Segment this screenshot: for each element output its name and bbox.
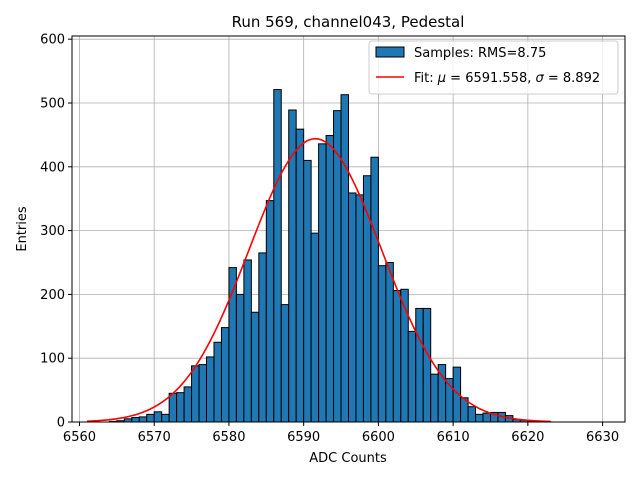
legend-sigma-symbol: σ [536,71,545,86]
x-tick-label: 6600 [362,430,395,445]
histogram-bar [213,341,222,423]
plot-frame [71,35,626,423]
legend-fit-prefix: Fit: [414,71,438,86]
histogram-bar [220,327,230,423]
x-tick-label: 6630 [586,430,619,445]
histogram-bar [176,392,185,423]
histogram-bar [153,411,163,423]
histogram-bar [415,307,424,423]
histogram-bar [325,135,335,423]
histogram-bar [198,364,208,423]
histogram-bar [273,89,282,423]
legend-fit-label: Fit: μ = 6591.558, σ = 8.892 [414,71,600,86]
histogram-bar [407,330,417,423]
legend-mu-symbol: μ [437,71,446,86]
histogram-bar [475,413,484,423]
histogram-bar [243,259,252,423]
histogram-bar [422,307,432,423]
y-tick-label: 600 [40,33,65,48]
histogram-bar [258,252,267,423]
x-tick-label: 6620 [511,430,544,445]
x-tick-label: 6560 [63,430,96,445]
histogram-bar [482,412,491,423]
histogram-bar [467,406,477,423]
legend-mu-value: = 6591.558, [446,71,535,86]
y-tick-label: 100 [40,352,65,367]
y-tick-label: 500 [40,96,65,111]
x-tick-label: 6610 [437,430,470,445]
x-axis-ticks: 6560 6570 6580 6590 6600 6610 6620 6630 [63,422,619,445]
gaussian-fit-curve [86,137,551,423]
histogram-bar [265,200,275,423]
histogram-bar [392,290,402,423]
histogram-bar [168,392,178,423]
y-tick-label: 200 [40,288,65,303]
x-tick-label: 6580 [212,430,245,445]
y-axis-ticks: 0 100 200 300 400 500 600 [40,33,72,431]
x-axis-title: ADC Counts [309,451,387,466]
legend-box [368,40,619,95]
histogram-bar [288,109,297,423]
histogram-bar [430,373,439,423]
legend: Samples: RMS=8.75 Fit: μ = 6591.558, σ =… [368,40,619,95]
histogram-bar [161,413,170,423]
legend-sigma-value: = 8.892 [544,71,600,86]
histogram-bar [303,159,312,423]
histogram-bar [183,386,193,423]
y-axis-title: Entries [15,206,30,252]
x-tick-label: 6570 [138,430,171,445]
histogram-bar [385,261,394,423]
histogram-bar [191,365,200,423]
histogram-bar [250,311,260,423]
histogram-bar [340,94,350,423]
histogram-bar [235,293,245,423]
histogram-bar [310,232,320,423]
y-tick-label: 400 [40,160,65,175]
histogram-bar [138,416,148,423]
histogram-bar [206,356,215,423]
histogram-bar [377,265,387,423]
histogram-bar [280,304,290,423]
y-tick-label: 0 [57,416,65,431]
x-tick-label: 6590 [287,430,320,445]
histogram-bar [318,143,327,423]
chart-title: Run 569, channel043, Pedestal [232,13,465,31]
histogram-bar [400,288,409,423]
histogram-bar [131,417,140,423]
legend-bar-swatch [375,46,405,58]
legend-samples-label: Samples: RMS=8.75 [414,46,546,61]
y-tick-label: 300 [40,224,65,239]
histogram-bar [348,192,357,423]
histogram-bar [370,156,379,423]
histogram-bar [355,194,364,423]
histogram-bar [146,413,155,423]
histogram-bar [295,128,305,423]
